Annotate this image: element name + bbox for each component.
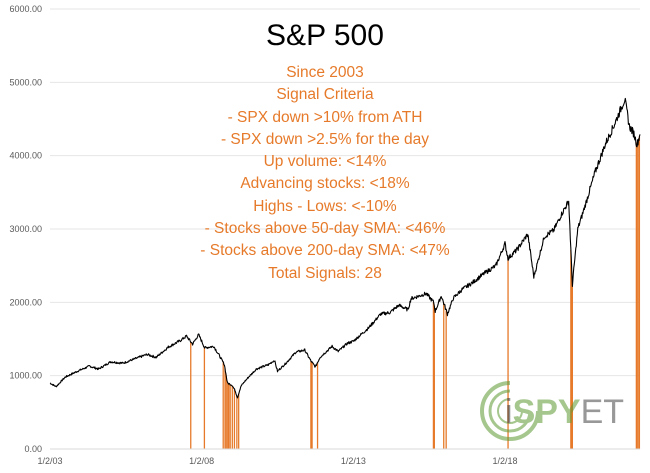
sp500-price-line <box>49 97 641 399</box>
y-tick-label: 5000.00 <box>9 77 42 87</box>
criteria-line: Advancing stocks: <18% <box>240 175 410 193</box>
y-tick-label: 1000.00 <box>9 371 42 381</box>
chart-title: S&P 500 <box>266 19 384 52</box>
ispyetf-logo: iSPYETF <box>480 381 625 441</box>
criteria-line: Total Signals: 28 <box>268 264 382 282</box>
logo-name-bold: SPY <box>513 393 581 431</box>
y-tick-label: 2000.00 <box>9 297 42 307</box>
x-tick-label: 1/2/18 <box>492 456 517 466</box>
criteria-line: Since 2003 <box>286 64 364 81</box>
criteria-line: Highs - Lows: <-10% <box>253 197 397 215</box>
logo-prefix: i <box>505 393 513 431</box>
criteria-line: Signal Criteria <box>276 86 374 104</box>
gridlines <box>50 8 640 377</box>
criteria-line: - SPX down >10% from ATH <box>227 108 423 126</box>
y-tick-label: 3000.00 <box>9 224 42 234</box>
y-tick-label: 0.00 <box>24 444 42 454</box>
criteria-line: - Stocks above 50-day SMA: <46% <box>204 220 446 238</box>
y-axis-ticks: 0.00 1000.00 2000.00 3000.00 4000.00 5000.00 6… <box>9 4 42 454</box>
logo-name-rest: ETF <box>581 393 625 431</box>
y-tick-label: 4000.00 <box>9 151 42 161</box>
criteria-line: - Stocks above 200-day SMA: <47% <box>200 242 450 260</box>
criteria-line: - SPX down >2.5% for the day <box>220 130 430 148</box>
x-tick-label: 1/2/03 <box>37 456 62 466</box>
signal-criteria-block: Since 2003 Signal Criteria - SPX down >1… <box>0 62 650 285</box>
x-tick-label: 1/2/08 <box>189 456 214 466</box>
x-tick-label: 1/2/13 <box>341 456 366 466</box>
svg-text:iSPYETF: iSPYETF <box>505 393 625 431</box>
y-tick-label: 6000.00 <box>9 4 42 14</box>
criteria-line: Up volume: <14% <box>263 153 387 171</box>
signal-lines <box>190 136 641 449</box>
x-axis-ticks: 1/2/03 1/2/08 1/2/13 1/2/18 <box>37 456 517 466</box>
